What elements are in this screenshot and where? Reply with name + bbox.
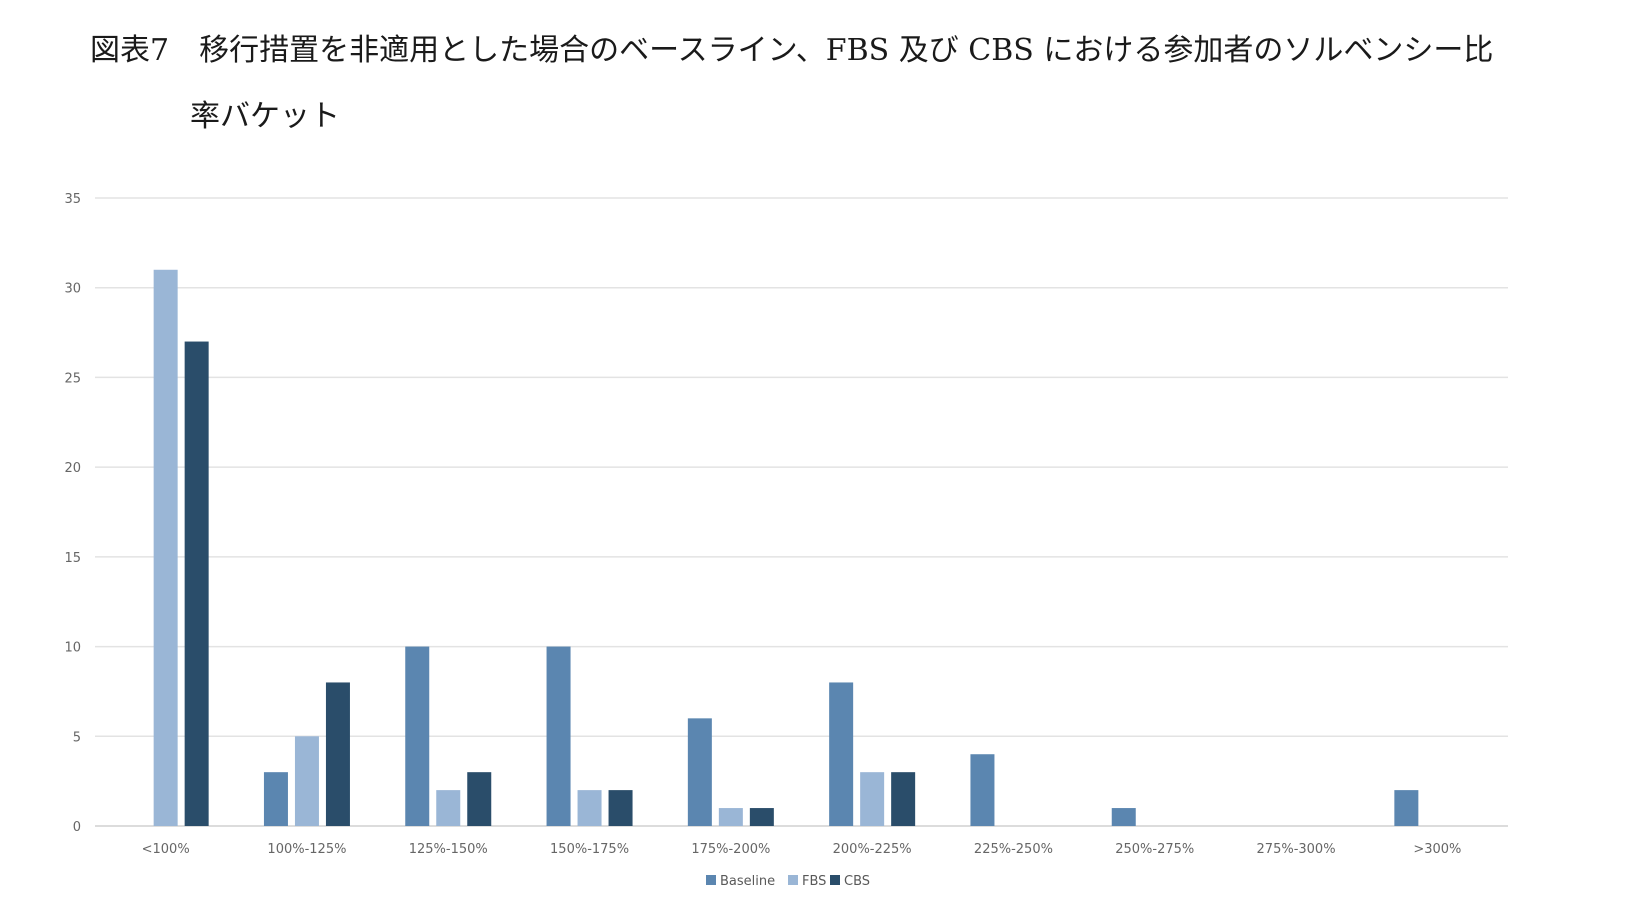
bars [153, 269, 1419, 826]
y-tick-label: 5 [73, 730, 81, 745]
x-tick-label: 175%-200% [691, 842, 770, 857]
bar-baseline [546, 646, 571, 826]
chart-title-line2: 率バケット [190, 99, 340, 134]
x-tick-label: 225%-250% [974, 842, 1053, 857]
chart-title: 図表7 移行措置を非適用とした場合のベースライン、FBS 及び CBS における… [90, 18, 1590, 150]
legend-swatch [788, 875, 798, 885]
legend: Baseline FBS CBS [706, 874, 870, 889]
bar-cbs [608, 790, 633, 826]
x-tick-label: 125%-150% [409, 842, 488, 857]
bar-fbs [436, 790, 461, 826]
y-axis-ticks: 0 5 10 15 20 25 30 35 [64, 192, 81, 835]
y-tick-label: 35 [64, 192, 81, 207]
bar-cbs [467, 772, 492, 826]
bar-cbs [184, 341, 209, 826]
bar-fbs [153, 269, 178, 826]
bar-fbs [294, 736, 319, 826]
legend-label: Baseline [720, 874, 775, 889]
grid-lines [95, 197, 1508, 827]
bar-baseline [687, 718, 712, 826]
bar-baseline [263, 772, 288, 826]
bar-fbs [718, 808, 743, 826]
legend-swatch [706, 875, 716, 885]
x-tick-label: 150%-175% [550, 842, 629, 857]
bar-baseline [405, 646, 430, 826]
y-tick-label: 10 [64, 641, 81, 656]
legend-label: FBS [802, 874, 826, 889]
bar-cbs [325, 682, 350, 826]
bar-baseline [829, 682, 854, 826]
y-tick-label: 20 [64, 461, 81, 476]
y-tick-label: 0 [73, 820, 81, 835]
bar-fbs [577, 790, 602, 826]
x-tick-label: 250%-275% [1115, 842, 1194, 857]
x-tick-label: 100%-125% [267, 842, 346, 857]
x-tick-label: 200%-225% [833, 842, 912, 857]
bar-fbs [860, 772, 885, 826]
x-tick-label: >300% [1413, 842, 1461, 857]
y-tick-label: 30 [64, 282, 81, 297]
bar-cbs [891, 772, 916, 826]
bar-cbs [749, 808, 774, 826]
bar-baseline [970, 754, 995, 826]
legend-swatch [830, 875, 840, 885]
bar-baseline [1111, 808, 1136, 826]
y-tick-label: 25 [64, 371, 81, 386]
x-tick-label: <100% [142, 842, 190, 857]
legend-label: CBS [844, 874, 870, 889]
x-tick-label: 275%-300% [1257, 842, 1336, 857]
chart-title-line1: 図表7 移行措置を非適用とした場合のベースライン、FBS 及び CBS における… [90, 33, 1494, 68]
x-axis-ticks: <100% 100%-125% 125%-150% 150%-175% 175%-200… [142, 842, 1462, 857]
bar-baseline [1394, 790, 1419, 826]
y-tick-label: 15 [64, 551, 81, 566]
